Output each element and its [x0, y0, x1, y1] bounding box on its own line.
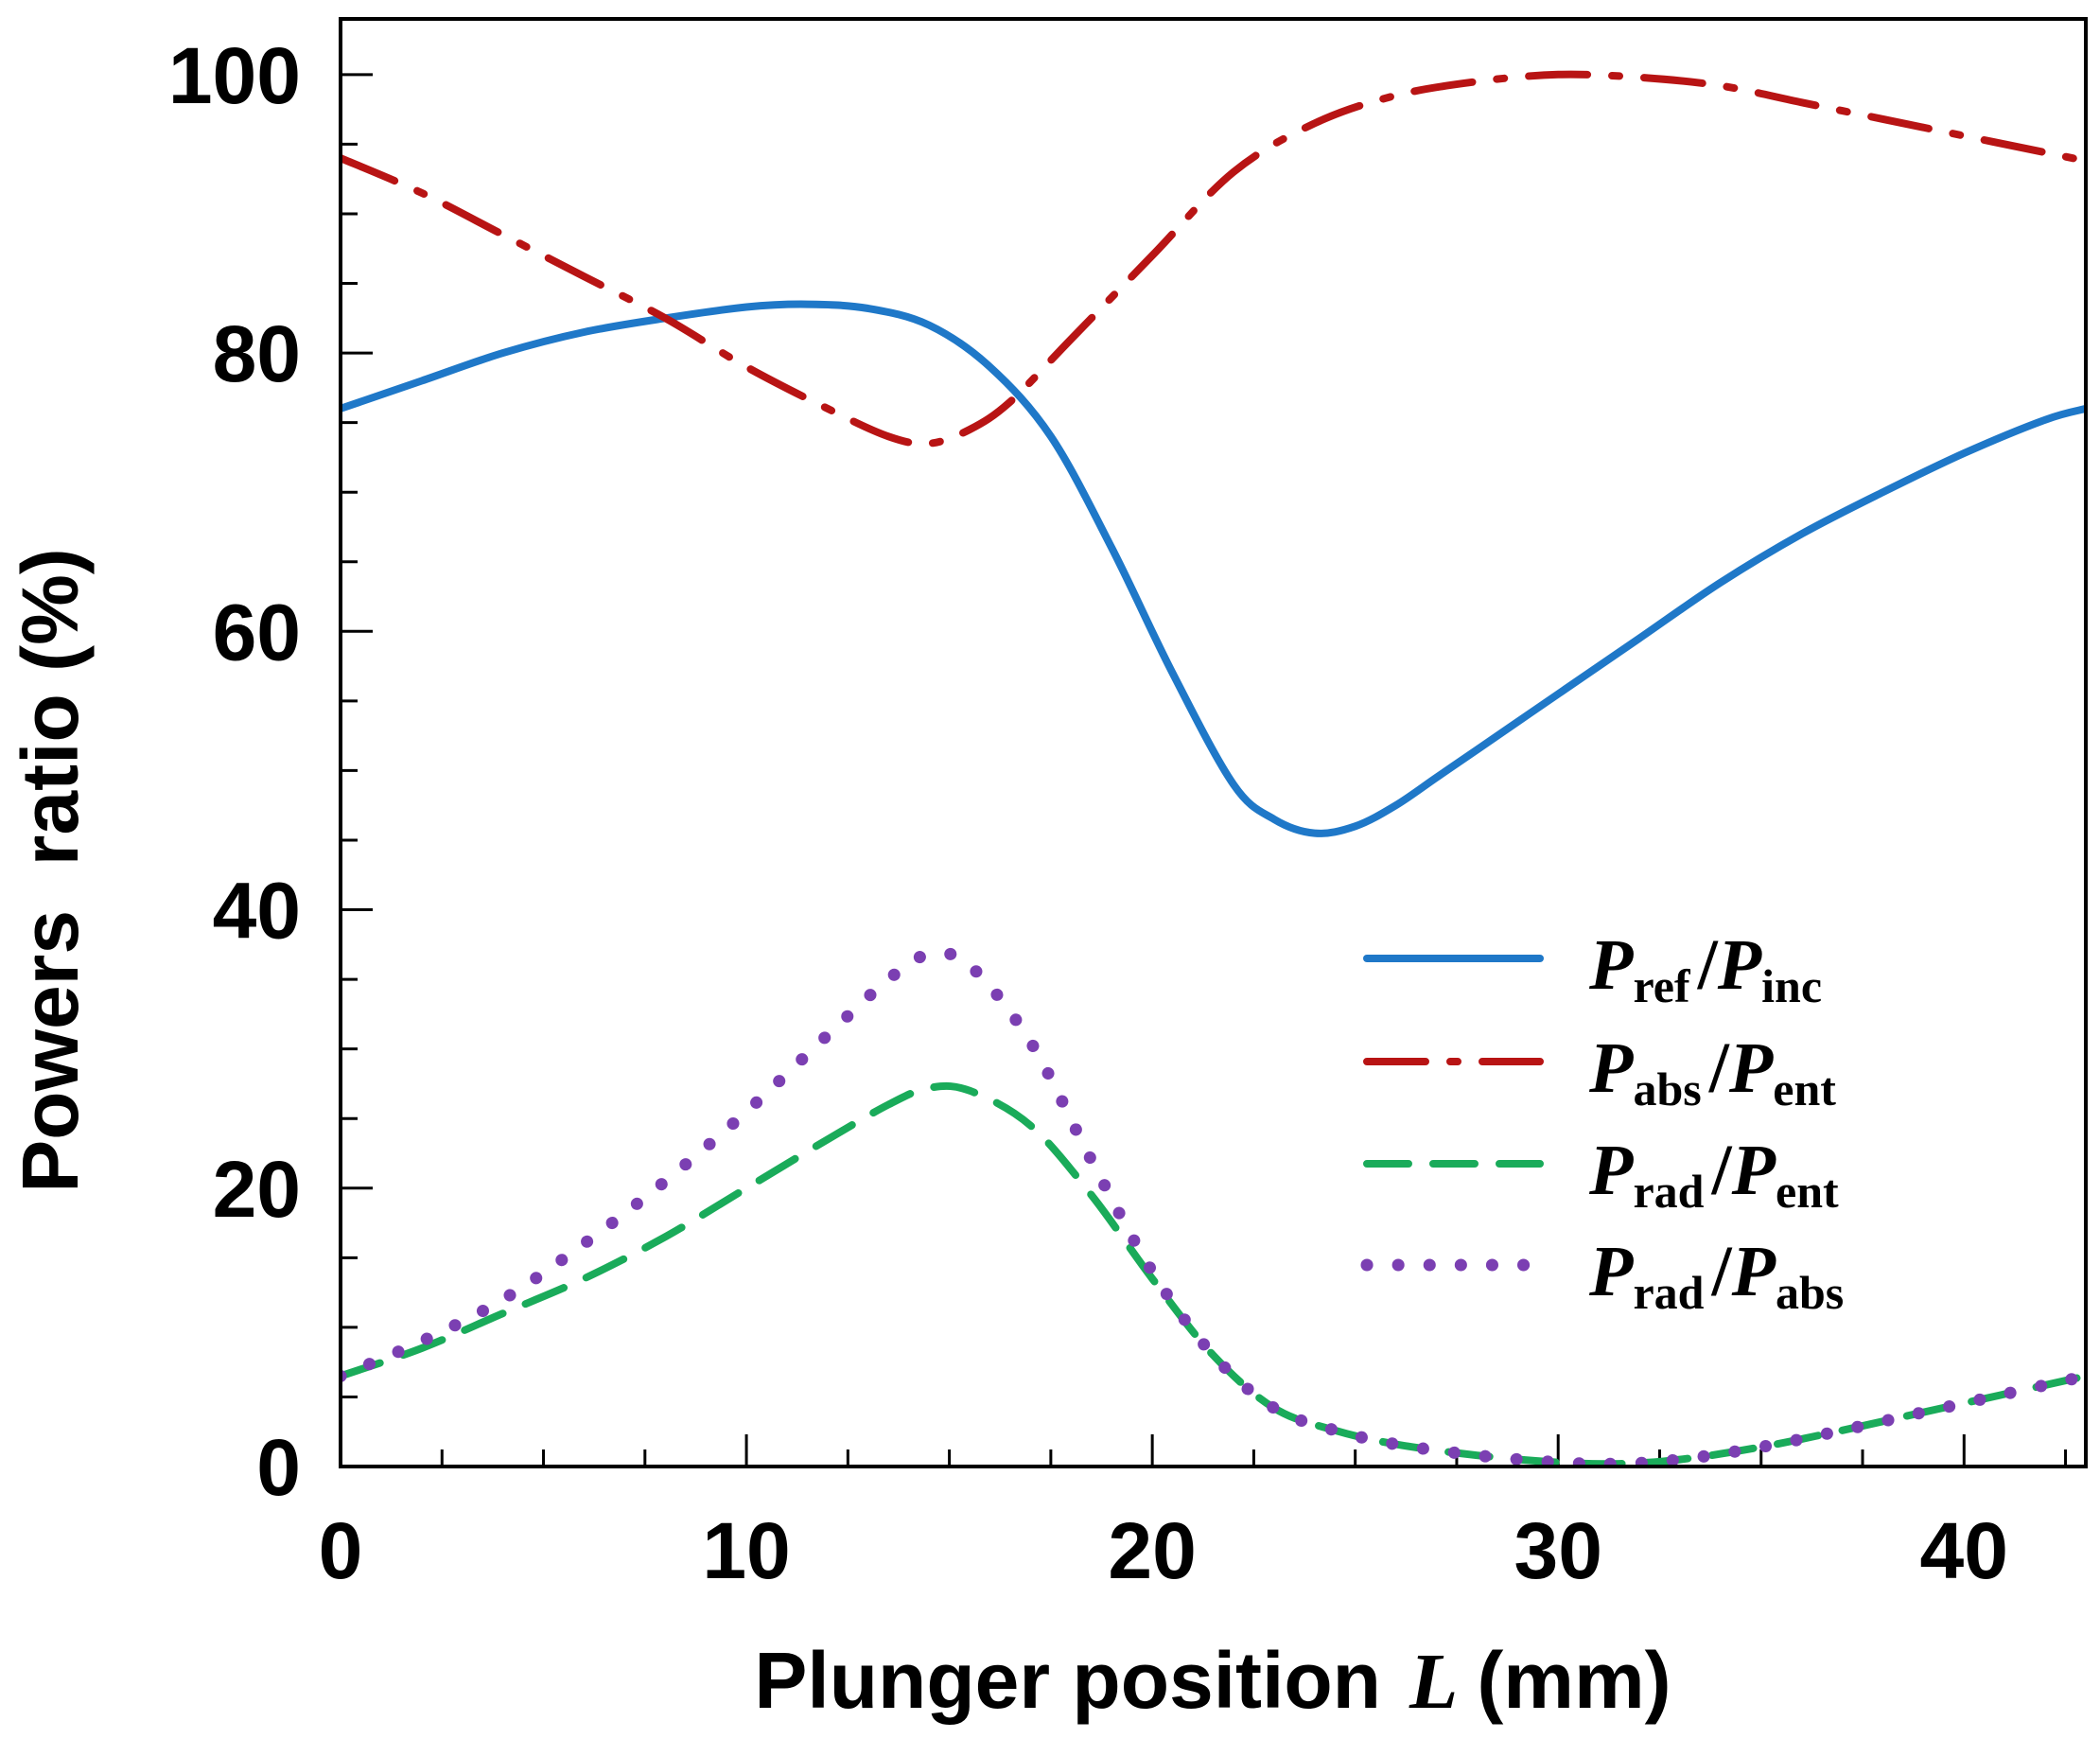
- y-tick-label: 20: [213, 1145, 301, 1234]
- series-line-rad-abs: [341, 946, 2086, 1467]
- x-tick-label: 30: [1514, 1506, 1601, 1595]
- x-axis-title-variable: L: [1409, 1638, 1458, 1726]
- x-tick-label: 10: [702, 1506, 790, 1595]
- y-tick-label: 60: [213, 588, 301, 676]
- series-layer: [341, 70, 2086, 1467]
- legend: Pref/Pinc Pabs/Pent Prad/Pent Prad/Pabs: [1360, 925, 1844, 1319]
- legend-label-rad-abs: Prad/Pabs: [1588, 1232, 1844, 1319]
- y-tick-labels: 0 20 40 60 80 100: [168, 31, 301, 1512]
- minor-ticks: [341, 142, 2068, 1467]
- plot-frame: [339, 17, 2088, 1468]
- legend-label-ref-inc: Pref/Pinc: [1588, 925, 1822, 1012]
- y-axis-title: Powers ratio (%): [6, 548, 95, 1192]
- y-tick-label: 100: [168, 31, 301, 120]
- x-axis-title-prefix: Plunger position: [754, 1636, 1381, 1725]
- y-tick-label: 80: [213, 309, 301, 398]
- legend-label-rad-ent: Prad/Pent: [1588, 1131, 1839, 1218]
- x-tick-label: 20: [1108, 1506, 1196, 1595]
- series-line-ref-inc: [341, 300, 2086, 837]
- x-tick-label: 0: [319, 1506, 363, 1595]
- x-tick-label: 40: [1920, 1506, 2008, 1595]
- series-line-abs-ent: [341, 70, 2086, 448]
- x-axis-title: Plunger position L (mm): [754, 1636, 1671, 1726]
- y-tick-label: 0: [256, 1423, 301, 1512]
- x-axis-title-unit: (mm): [1477, 1636, 1671, 1725]
- legend-label-abs-ent: Pabs/Pent: [1588, 1028, 1836, 1115]
- series-line-rad-ent: [341, 1081, 2086, 1467]
- x-tick-labels: 0 10 20 30 40: [319, 1506, 2008, 1595]
- y-tick-label: 40: [213, 867, 301, 956]
